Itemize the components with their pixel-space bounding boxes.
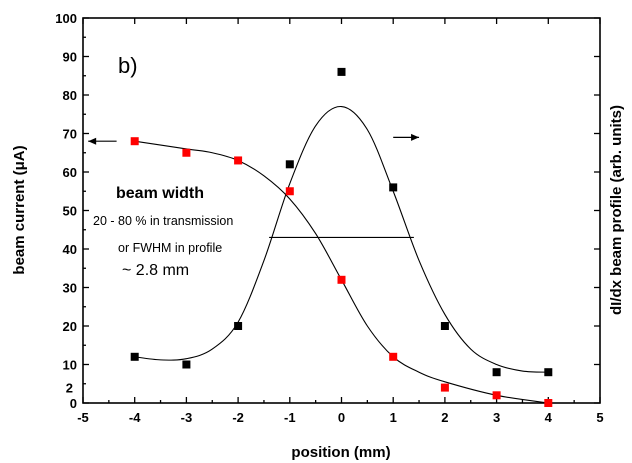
y-tick-label: 80 [63, 88, 77, 103]
y-tick-label: 40 [63, 242, 77, 257]
data-points [130, 67, 553, 407]
series-1-point [544, 399, 553, 407]
y-extra-tick-label: 2 [66, 380, 73, 395]
series-1-point [285, 187, 294, 196]
series-2-point [389, 183, 398, 192]
panel-label: b) [118, 53, 138, 78]
annotations: b) beam width 20 - 80 % in transmission … [93, 53, 233, 279]
series-2-point [182, 360, 191, 369]
annotation-title: beam width [116, 185, 204, 202]
y-tick-label: 60 [63, 165, 77, 180]
x-tick-label: -2 [232, 410, 244, 425]
y-tick-label: 0 [70, 396, 77, 411]
y-tick-label: 50 [63, 204, 77, 219]
series-1-point [130, 137, 139, 146]
series-2-point [130, 352, 139, 361]
annotation-value: ~ 2.8 mm [122, 262, 189, 279]
y-axis-title-right: dI/dx beam profile (arb. units) [608, 105, 625, 315]
x-tick-label: 5 [596, 410, 603, 425]
series-2-point [544, 368, 553, 377]
series-1-point [492, 391, 501, 400]
series-1-point [440, 383, 449, 392]
y-tick-label: 70 [63, 127, 77, 142]
x-tick-label: -1 [284, 410, 296, 425]
arrow-right-head [411, 133, 420, 141]
x-tick-label: -3 [181, 410, 193, 425]
x-tick-label: -4 [129, 410, 141, 425]
annotation-line1: 20 - 80 % in transmission [93, 214, 233, 228]
y-axis-title-left: beam current (μA) [11, 145, 28, 274]
series-2-point [337, 67, 346, 76]
x-tick-label: -5 [77, 410, 89, 425]
series-1-point [234, 156, 243, 165]
y-tick-label: 90 [63, 50, 77, 65]
series-2-point [492, 368, 501, 377]
series-1-point [389, 352, 398, 361]
x-tick-label: 1 [390, 410, 397, 425]
series-1-point [182, 148, 191, 157]
arrow-left-head [88, 137, 97, 145]
x-tick-label: 0 [338, 410, 345, 425]
x-tick-label: 3 [493, 410, 500, 425]
x-axis-title: position (mm) [291, 444, 390, 461]
series-2-point [285, 160, 294, 169]
y-tick-label: 100 [55, 11, 77, 26]
fit-curve-2 [134, 105, 549, 373]
x-tick-label: 2 [441, 410, 448, 425]
fit-curve-1 [134, 140, 549, 404]
annotation-line2: or FWHM in profile [118, 241, 222, 255]
y-tick-label: 10 [63, 358, 77, 373]
series-2-point [234, 322, 243, 330]
fit-curves [88, 105, 549, 404]
series-1-point [337, 275, 346, 284]
y-tick-label: 30 [63, 281, 77, 296]
y-tick-label: 20 [63, 319, 77, 334]
x-tick-label: 4 [545, 410, 553, 425]
series-2-point [440, 322, 449, 330]
